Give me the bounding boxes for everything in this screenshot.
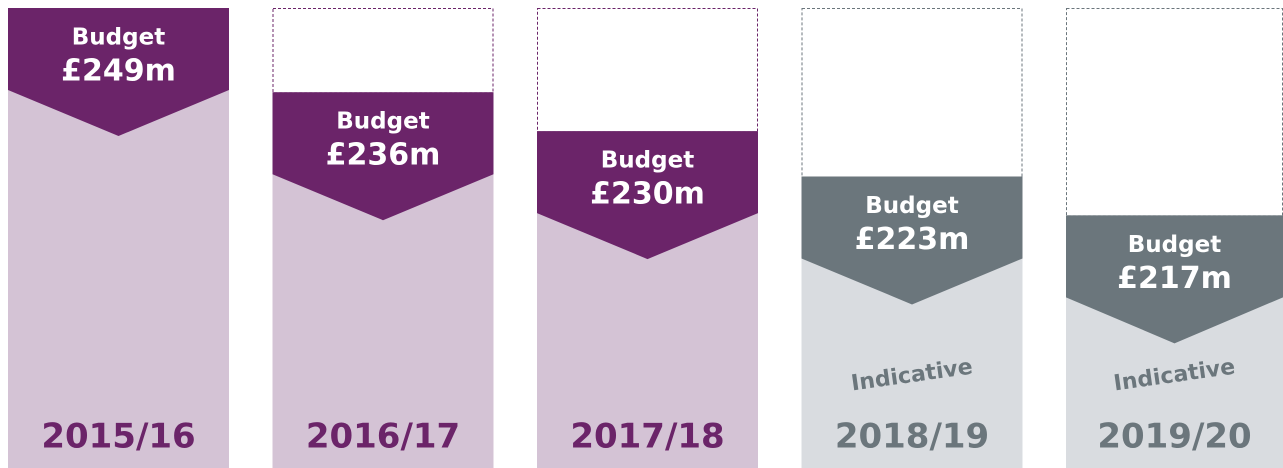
budget-label: Budget [865, 193, 958, 219]
x-tick-label: 2017/18 [570, 417, 724, 457]
bar-outline [1066, 8, 1283, 217]
value-label: £223m [855, 222, 970, 257]
bar-outline [272, 8, 494, 94]
budget-banner [1066, 215, 1283, 344]
budget-label: Budget [336, 109, 429, 135]
x-tick-label: 2015/16 [41, 417, 195, 457]
value-label: £236m [326, 138, 441, 173]
x-tick-label: 2019/20 [1097, 417, 1251, 457]
value-label: £217m [1117, 261, 1232, 296]
budget-banner [8, 8, 229, 136]
value-label: £230m [590, 177, 705, 212]
x-tick-label: 2016/17 [306, 417, 460, 457]
budget-banner [272, 92, 494, 221]
budget-banner [801, 176, 1023, 305]
bar-outline [801, 8, 1023, 178]
budget-label: Budget [1128, 232, 1221, 258]
value-label: £249m [61, 54, 176, 89]
bar-outline [537, 8, 758, 133]
budget-label: Budget [601, 148, 694, 174]
budget-banner [537, 131, 758, 260]
x-tick-label: 2018/19 [835, 417, 989, 457]
budget-label: Budget [72, 25, 165, 51]
